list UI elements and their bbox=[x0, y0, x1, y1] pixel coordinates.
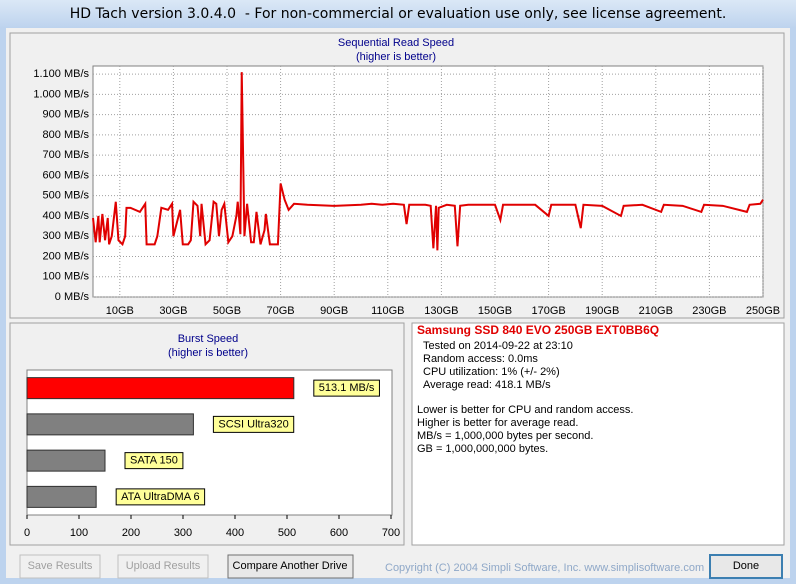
read-line bbox=[92, 72, 764, 251]
y-tick-label: 100 MB/s bbox=[43, 271, 90, 283]
bar-label: SCSI Ultra320 bbox=[218, 418, 288, 430]
y-tick-label: 1.100 MB/s bbox=[33, 68, 89, 80]
window-title: HD Tach version 3.0.4.0 - For non-commer… bbox=[70, 6, 727, 22]
x-tick-label: 150GB bbox=[478, 305, 512, 317]
button[interactable] bbox=[227, 554, 354, 579]
y-tick-label: 200 MB/s bbox=[43, 250, 90, 262]
x-tick-label: 0 bbox=[24, 527, 30, 539]
y-tick-label: 300 MB/s bbox=[43, 230, 90, 242]
y-tick-label: 900 MB/s bbox=[43, 109, 90, 121]
x-tick-label: 90GB bbox=[320, 305, 348, 317]
button[interactable] bbox=[709, 554, 783, 579]
label-box bbox=[115, 488, 206, 506]
button-label[interactable]: Save Results bbox=[28, 560, 93, 572]
bar bbox=[26, 449, 106, 472]
bar bbox=[26, 413, 194, 436]
detail: Average read: 418.1 MB/s bbox=[423, 379, 551, 391]
x-tick-label: 500 bbox=[278, 527, 296, 539]
label-box bbox=[124, 452, 184, 470]
note: Higher is better for average read. bbox=[417, 417, 578, 429]
copyright: Copyright (C) 2004 Simpli Software, Inc.… bbox=[385, 562, 704, 574]
button-label[interactable]: Compare Another Drive bbox=[233, 560, 348, 572]
button-label[interactable]: Upload Results bbox=[126, 560, 201, 572]
button[interactable] bbox=[19, 554, 101, 579]
bar bbox=[26, 485, 97, 508]
x-tick-label: 230GB bbox=[692, 305, 726, 317]
button[interactable] bbox=[117, 554, 209, 579]
chart-title: Sequential Read Speed bbox=[338, 37, 454, 49]
y-tick-label: 0 MB/s bbox=[55, 291, 90, 303]
title-bar bbox=[0, 0, 796, 28]
x-tick-label: 200 bbox=[122, 527, 140, 539]
bar-label: 513.1 MB/s bbox=[319, 382, 375, 394]
x-tick-label: 30GB bbox=[159, 305, 187, 317]
note: MB/s = 1,000,000 bytes per second. bbox=[417, 430, 593, 442]
y-tick-label: 400 MB/s bbox=[43, 210, 90, 222]
x-tick-label: 700 bbox=[382, 527, 400, 539]
detail: CPU utilization: 1% (+/- 2%) bbox=[423, 366, 560, 378]
x-tick-label: 210GB bbox=[639, 305, 673, 317]
y-tick-label: 800 MB/s bbox=[43, 129, 90, 141]
x-tick-label: 50GB bbox=[213, 305, 241, 317]
label-box bbox=[212, 415, 295, 433]
bar bbox=[26, 377, 295, 400]
detail: Tested on 2014-09-22 at 23:10 bbox=[423, 340, 573, 352]
x-tick-label: 170GB bbox=[531, 305, 565, 317]
chart-subtitle: (higher is better) bbox=[356, 51, 436, 63]
x-tick-label: 70GB bbox=[267, 305, 295, 317]
results-panel bbox=[411, 322, 785, 546]
x-tick-label: 190GB bbox=[585, 305, 619, 317]
bar-label: ATA UltraDMA 6 bbox=[121, 491, 199, 503]
x-tick-label: 400 bbox=[226, 527, 244, 539]
x-tick-label: 100 bbox=[70, 527, 88, 539]
chart-title: Burst Speed bbox=[178, 333, 239, 345]
note: GB = 1,000,000,000 bytes. bbox=[417, 443, 548, 455]
x-tick-label: 110GB bbox=[371, 305, 404, 317]
note: Lower is better for CPU and random acces… bbox=[417, 404, 633, 416]
y-tick-label: 500 MB/s bbox=[43, 190, 90, 202]
y-tick-label: 700 MB/s bbox=[43, 149, 90, 161]
label-box bbox=[313, 379, 380, 397]
y-tick-label: 600 MB/s bbox=[43, 169, 90, 181]
x-tick-label: 600 bbox=[330, 527, 348, 539]
drive-name: Samsung SSD 840 EVO 250GB EXT0BB6Q bbox=[417, 323, 659, 337]
button-label[interactable]: Done bbox=[733, 560, 759, 572]
detail: Random access: 0.0ms bbox=[423, 353, 538, 365]
x-tick-label: 250GB bbox=[746, 305, 780, 317]
bar-label: SATA 150 bbox=[130, 455, 178, 467]
chart-subtitle: (higher is better) bbox=[168, 347, 248, 359]
y-tick-label: 1.000 MB/s bbox=[33, 88, 89, 100]
x-tick-label: 130GB bbox=[424, 305, 458, 317]
x-tick-label: 300 bbox=[174, 527, 192, 539]
x-tick-label: 10GB bbox=[106, 305, 134, 317]
plot-area bbox=[92, 65, 764, 298]
